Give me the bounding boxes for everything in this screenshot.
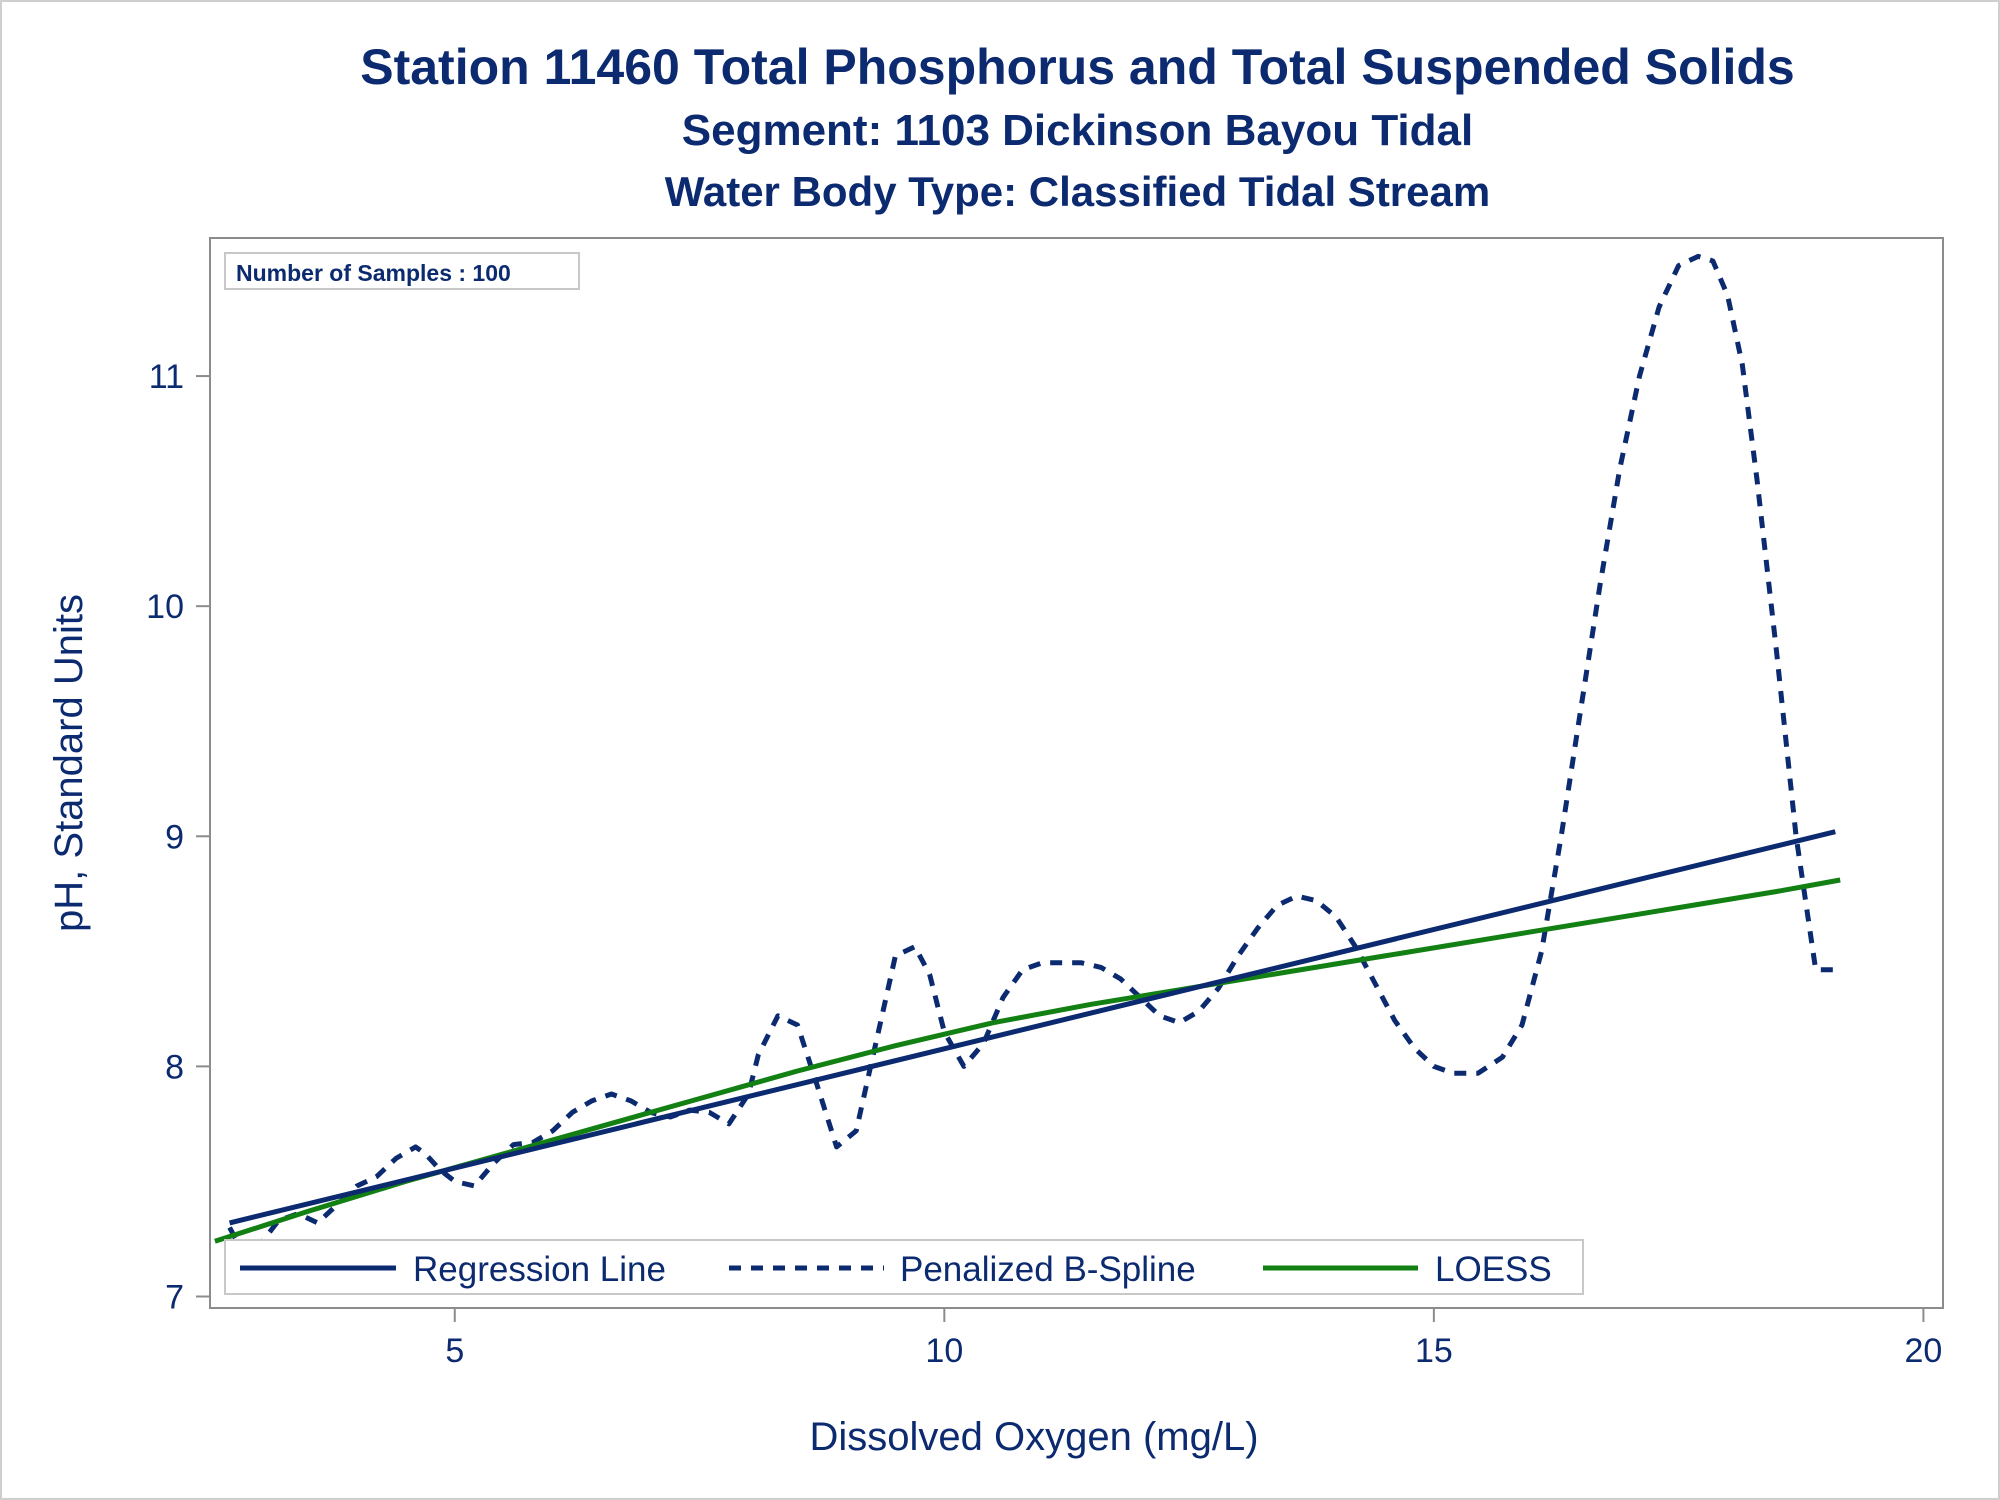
chart-subtitle-segment: Segment: 1103 Dickinson Bayou Tidal [681,106,1474,155]
legend-label-spline: Penalized B-Spline [900,1250,1196,1289]
x-tick-label: 15 [1415,1332,1453,1370]
legend-label-regression: Regression Line [413,1250,666,1289]
sample-count-label: Number of Samples : 100 [236,260,511,286]
chart-title: Station 11460 Total Phosphorus and Total… [360,39,1795,95]
legend: Regression Line Penalized B-Spline LOESS [224,1239,1584,1295]
x-axis-label: Dissolved Oxygen (mg/L) [809,1415,1258,1459]
series-layer [214,253,1841,1258]
x-tick-label: 5 [445,1332,464,1370]
y-axis-label: pH, Standard Units [47,594,91,932]
plot-area [209,237,1944,1309]
series-line-penalized-b-spline [227,253,1841,1258]
y-tick-label: 8 [165,1048,184,1086]
series-line-regression-line [229,829,1836,1226]
chart-subtitle-waterbody: Water Body Type: Classified Tidal Stream [664,168,1491,215]
y-tick-label: 10 [146,588,184,626]
legend-label-loess: LOESS [1435,1250,1552,1289]
sample-count-box [224,252,580,290]
y-tick-label: 11 [149,358,184,396]
y-tick-label: 7 [165,1278,184,1316]
y-tick-label: 9 [165,818,184,856]
x-tick-label: 10 [925,1332,963,1370]
axes-layer: 5 10 15 20 7 8 9 10 11 [146,358,1942,1370]
x-tick-label: 20 [1905,1332,1943,1370]
